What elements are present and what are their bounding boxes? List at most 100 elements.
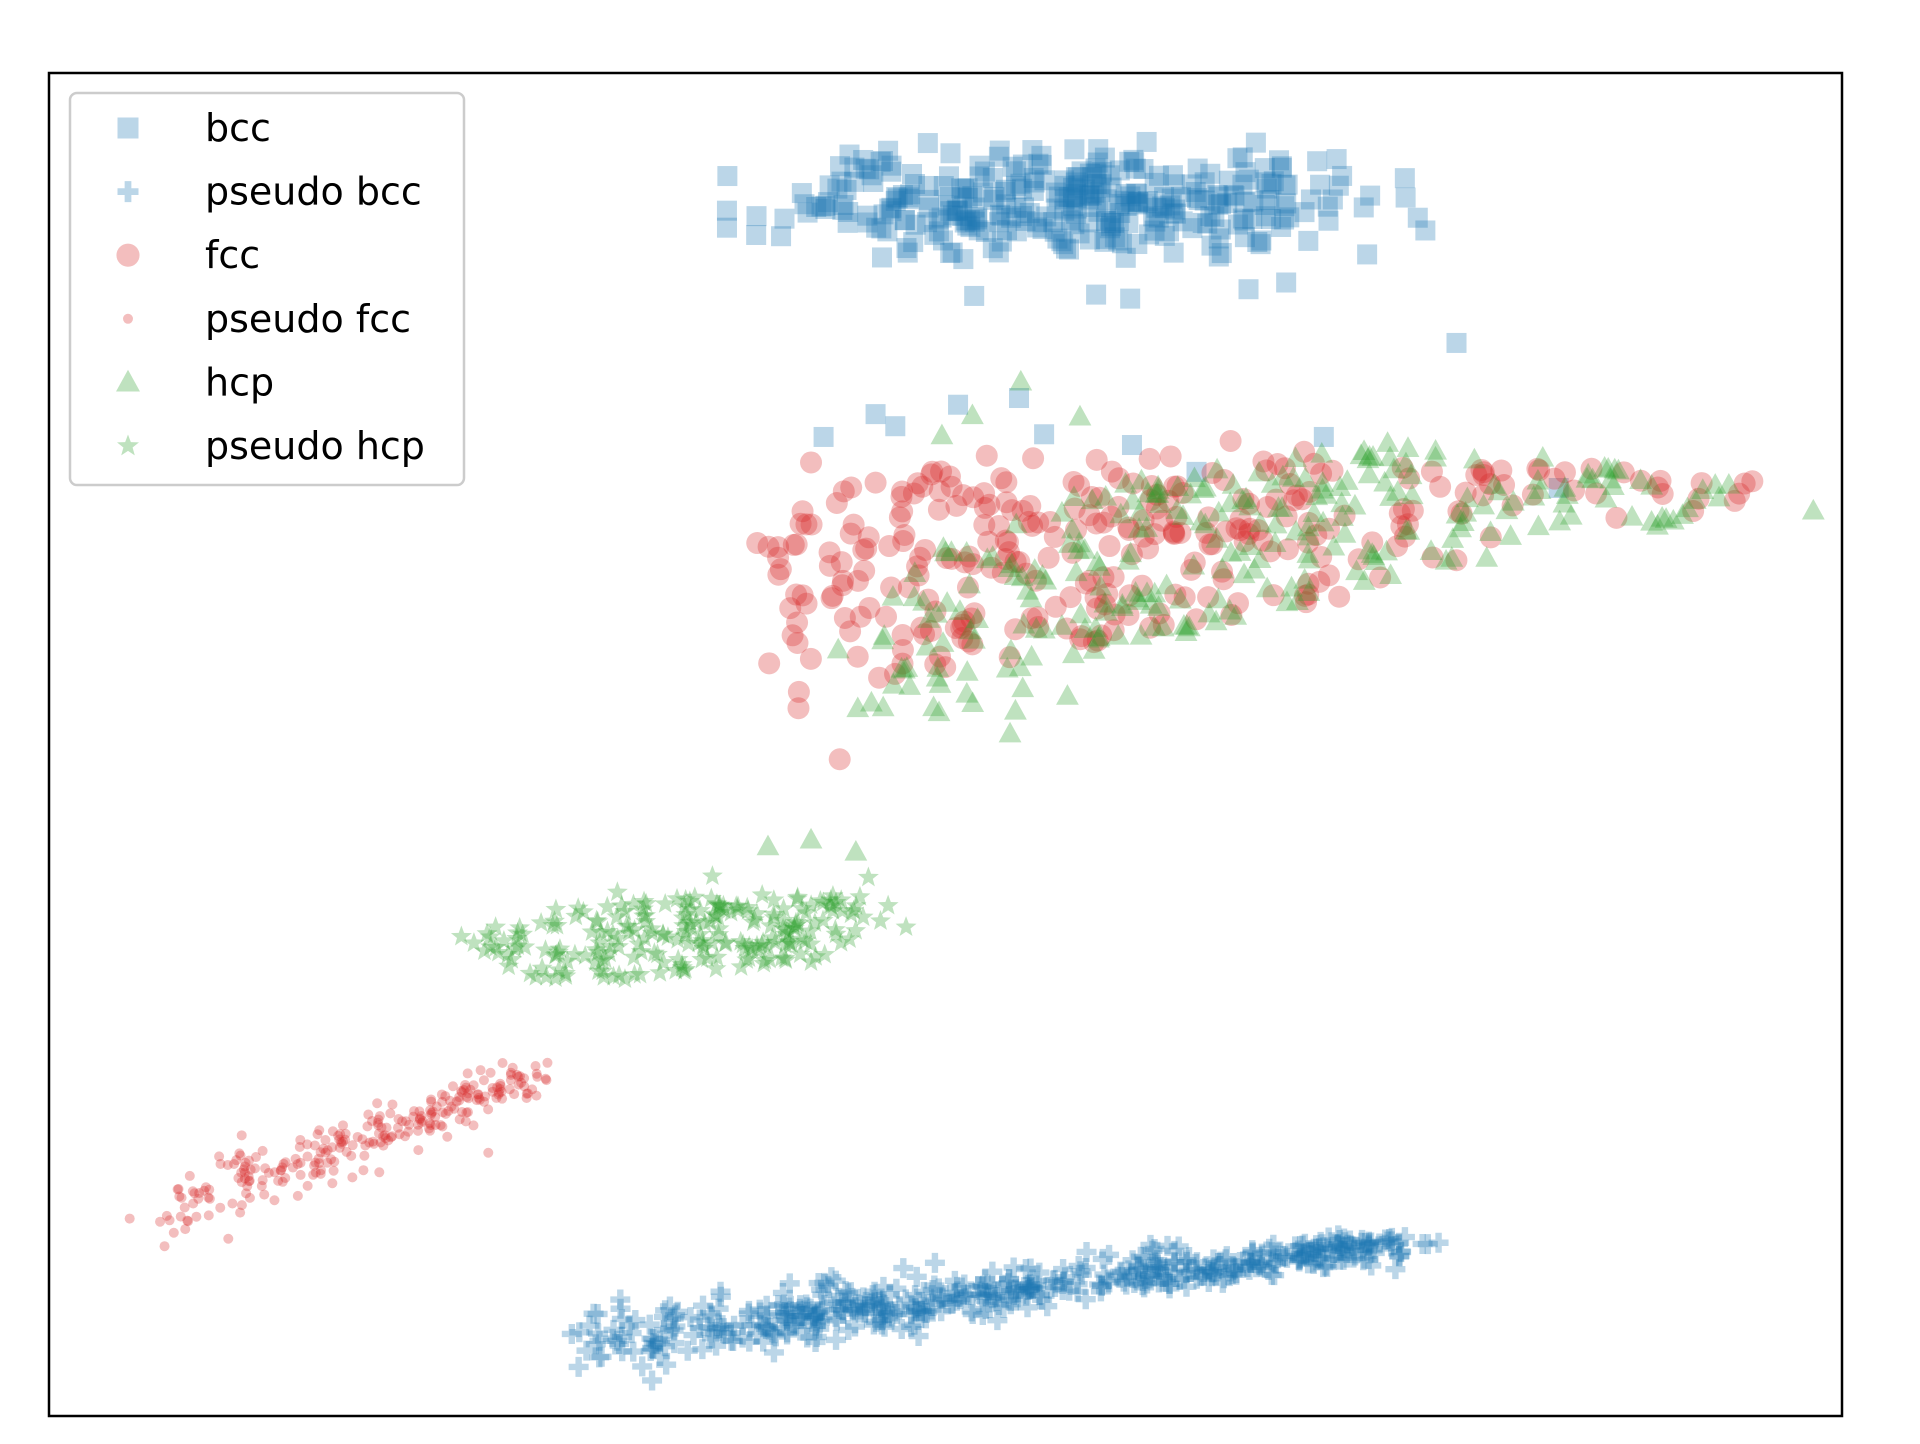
- pseudo_bcc-point: [848, 1302, 869, 1323]
- legend-marker-fcc: [116, 243, 140, 267]
- hcp-point: [1330, 491, 1354, 513]
- hcp-point: [1454, 501, 1478, 522]
- bcc-point: [1094, 147, 1115, 168]
- bcc-point: [1116, 195, 1137, 216]
- bcc-point: [1055, 238, 1076, 259]
- hcp-point: [1352, 569, 1376, 590]
- pseudo_bcc-point: [1328, 1234, 1349, 1255]
- hcp-point: [1143, 581, 1167, 603]
- pseudo_hcp-point: [738, 935, 760, 956]
- pseudo_fcc-point: [509, 1089, 520, 1100]
- hcp-point: [966, 607, 989, 628]
- fcc-point: [884, 662, 907, 685]
- pseudo_fcc-point: [159, 1241, 170, 1252]
- pseudo_hcp-point: [738, 947, 760, 967]
- pseudo_bcc-point: [950, 1289, 971, 1310]
- bcc-point: [1119, 151, 1140, 172]
- bcc-point: [947, 199, 968, 220]
- hcp-point: [1357, 462, 1381, 484]
- pseudo_hcp-point: [600, 935, 622, 956]
- fcc-point: [1195, 521, 1218, 544]
- pseudo_fcc-point: [315, 1165, 326, 1176]
- pseudo_bcc-point: [1202, 1266, 1223, 1287]
- pseudo_bcc-point: [1147, 1254, 1168, 1275]
- legend-label-pseudo_fcc: pseudo fcc: [205, 297, 411, 341]
- fcc-point: [1197, 506, 1220, 529]
- pseudo_hcp-point: [590, 921, 612, 942]
- fcc-point: [1445, 549, 1468, 572]
- bcc-point: [940, 143, 961, 164]
- bcc-point: [960, 217, 981, 238]
- pseudo_bcc-point: [1030, 1284, 1051, 1305]
- pseudo_bcc-point: [924, 1252, 945, 1273]
- pseudo_hcp-point: [479, 935, 501, 956]
- pseudo_hcp-point: [692, 937, 714, 958]
- bcc-point: [1235, 162, 1256, 183]
- pseudo_bcc-point: [922, 1290, 943, 1311]
- bcc-point: [836, 180, 857, 201]
- bcc-point: [817, 192, 838, 213]
- pseudo_bcc-point: [1026, 1275, 1047, 1296]
- pseudo_fcc-point: [531, 1090, 542, 1101]
- bcc-point: [1446, 332, 1467, 353]
- hcp-point: [1305, 484, 1329, 506]
- pseudo_hcp-point: [680, 914, 702, 935]
- pseudo_hcp-point: [635, 892, 657, 913]
- pseudo_bcc-point: [901, 1294, 922, 1315]
- hcp-point: [1397, 519, 1421, 540]
- hcp-point: [1127, 589, 1151, 610]
- bcc-point: [938, 195, 959, 216]
- pseudo_hcp-point: [694, 912, 716, 933]
- hcp-point: [1343, 493, 1367, 515]
- pseudo_hcp-point: [675, 888, 697, 909]
- fcc-point: [1318, 517, 1341, 540]
- pseudo_hcp-point: [623, 946, 645, 967]
- hcp-point: [1093, 591, 1117, 613]
- hcp-point: [1297, 580, 1321, 602]
- pseudo_bcc-point: [1176, 1250, 1197, 1271]
- bcc-point: [1207, 185, 1228, 206]
- pseudo_bcc-point: [1307, 1247, 1328, 1268]
- pseudo_bcc-point: [785, 1315, 806, 1336]
- bcc-point: [951, 178, 972, 199]
- pseudo_fcc-point: [385, 1108, 396, 1119]
- fcc-point: [786, 611, 809, 634]
- pseudo_bcc-point: [908, 1326, 929, 1347]
- pseudo_bcc-point: [1303, 1253, 1324, 1274]
- hcp-point: [1114, 472, 1138, 493]
- pseudo_hcp-point: [624, 963, 645, 984]
- pseudo_hcp-point: [849, 885, 871, 906]
- pseudo_bcc-point: [953, 1284, 974, 1305]
- bcc-point: [928, 221, 949, 242]
- bcc-point: [1069, 223, 1090, 244]
- pseudo_hcp-point: [672, 907, 694, 927]
- fcc-point: [1256, 495, 1279, 518]
- pseudo_fcc-point: [460, 1116, 471, 1127]
- pseudo_bcc-point: [850, 1299, 871, 1320]
- pseudo_fcc-point: [347, 1140, 358, 1151]
- hcp-point: [1149, 492, 1172, 513]
- pseudo_fcc-point: [334, 1142, 345, 1153]
- hcp-point: [844, 839, 868, 861]
- fcc-point: [818, 554, 841, 577]
- hcp-point: [1089, 574, 1113, 596]
- hcp-point: [1139, 592, 1163, 614]
- hcp-point: [1501, 489, 1525, 511]
- pseudo_fcc-point: [394, 1129, 405, 1140]
- fcc-point: [1651, 482, 1674, 505]
- bcc-point: [1188, 190, 1209, 211]
- pseudo_bcc-point: [809, 1318, 830, 1339]
- pseudo_bcc-point: [1290, 1236, 1311, 1257]
- pseudo_bcc-point: [1116, 1266, 1137, 1287]
- pseudo_hcp-point: [689, 899, 711, 920]
- pseudo_bcc-point: [976, 1286, 997, 1307]
- hcp-point: [1082, 638, 1106, 659]
- pseudo_fcc-point: [229, 1158, 240, 1169]
- fcc-point: [921, 460, 944, 483]
- fcc-point: [960, 607, 983, 630]
- hcp-point: [998, 721, 1022, 743]
- hcp-point: [975, 547, 999, 569]
- fcc-point: [1183, 551, 1206, 574]
- fcc-point: [910, 616, 933, 639]
- pseudo_hcp-point: [618, 915, 640, 936]
